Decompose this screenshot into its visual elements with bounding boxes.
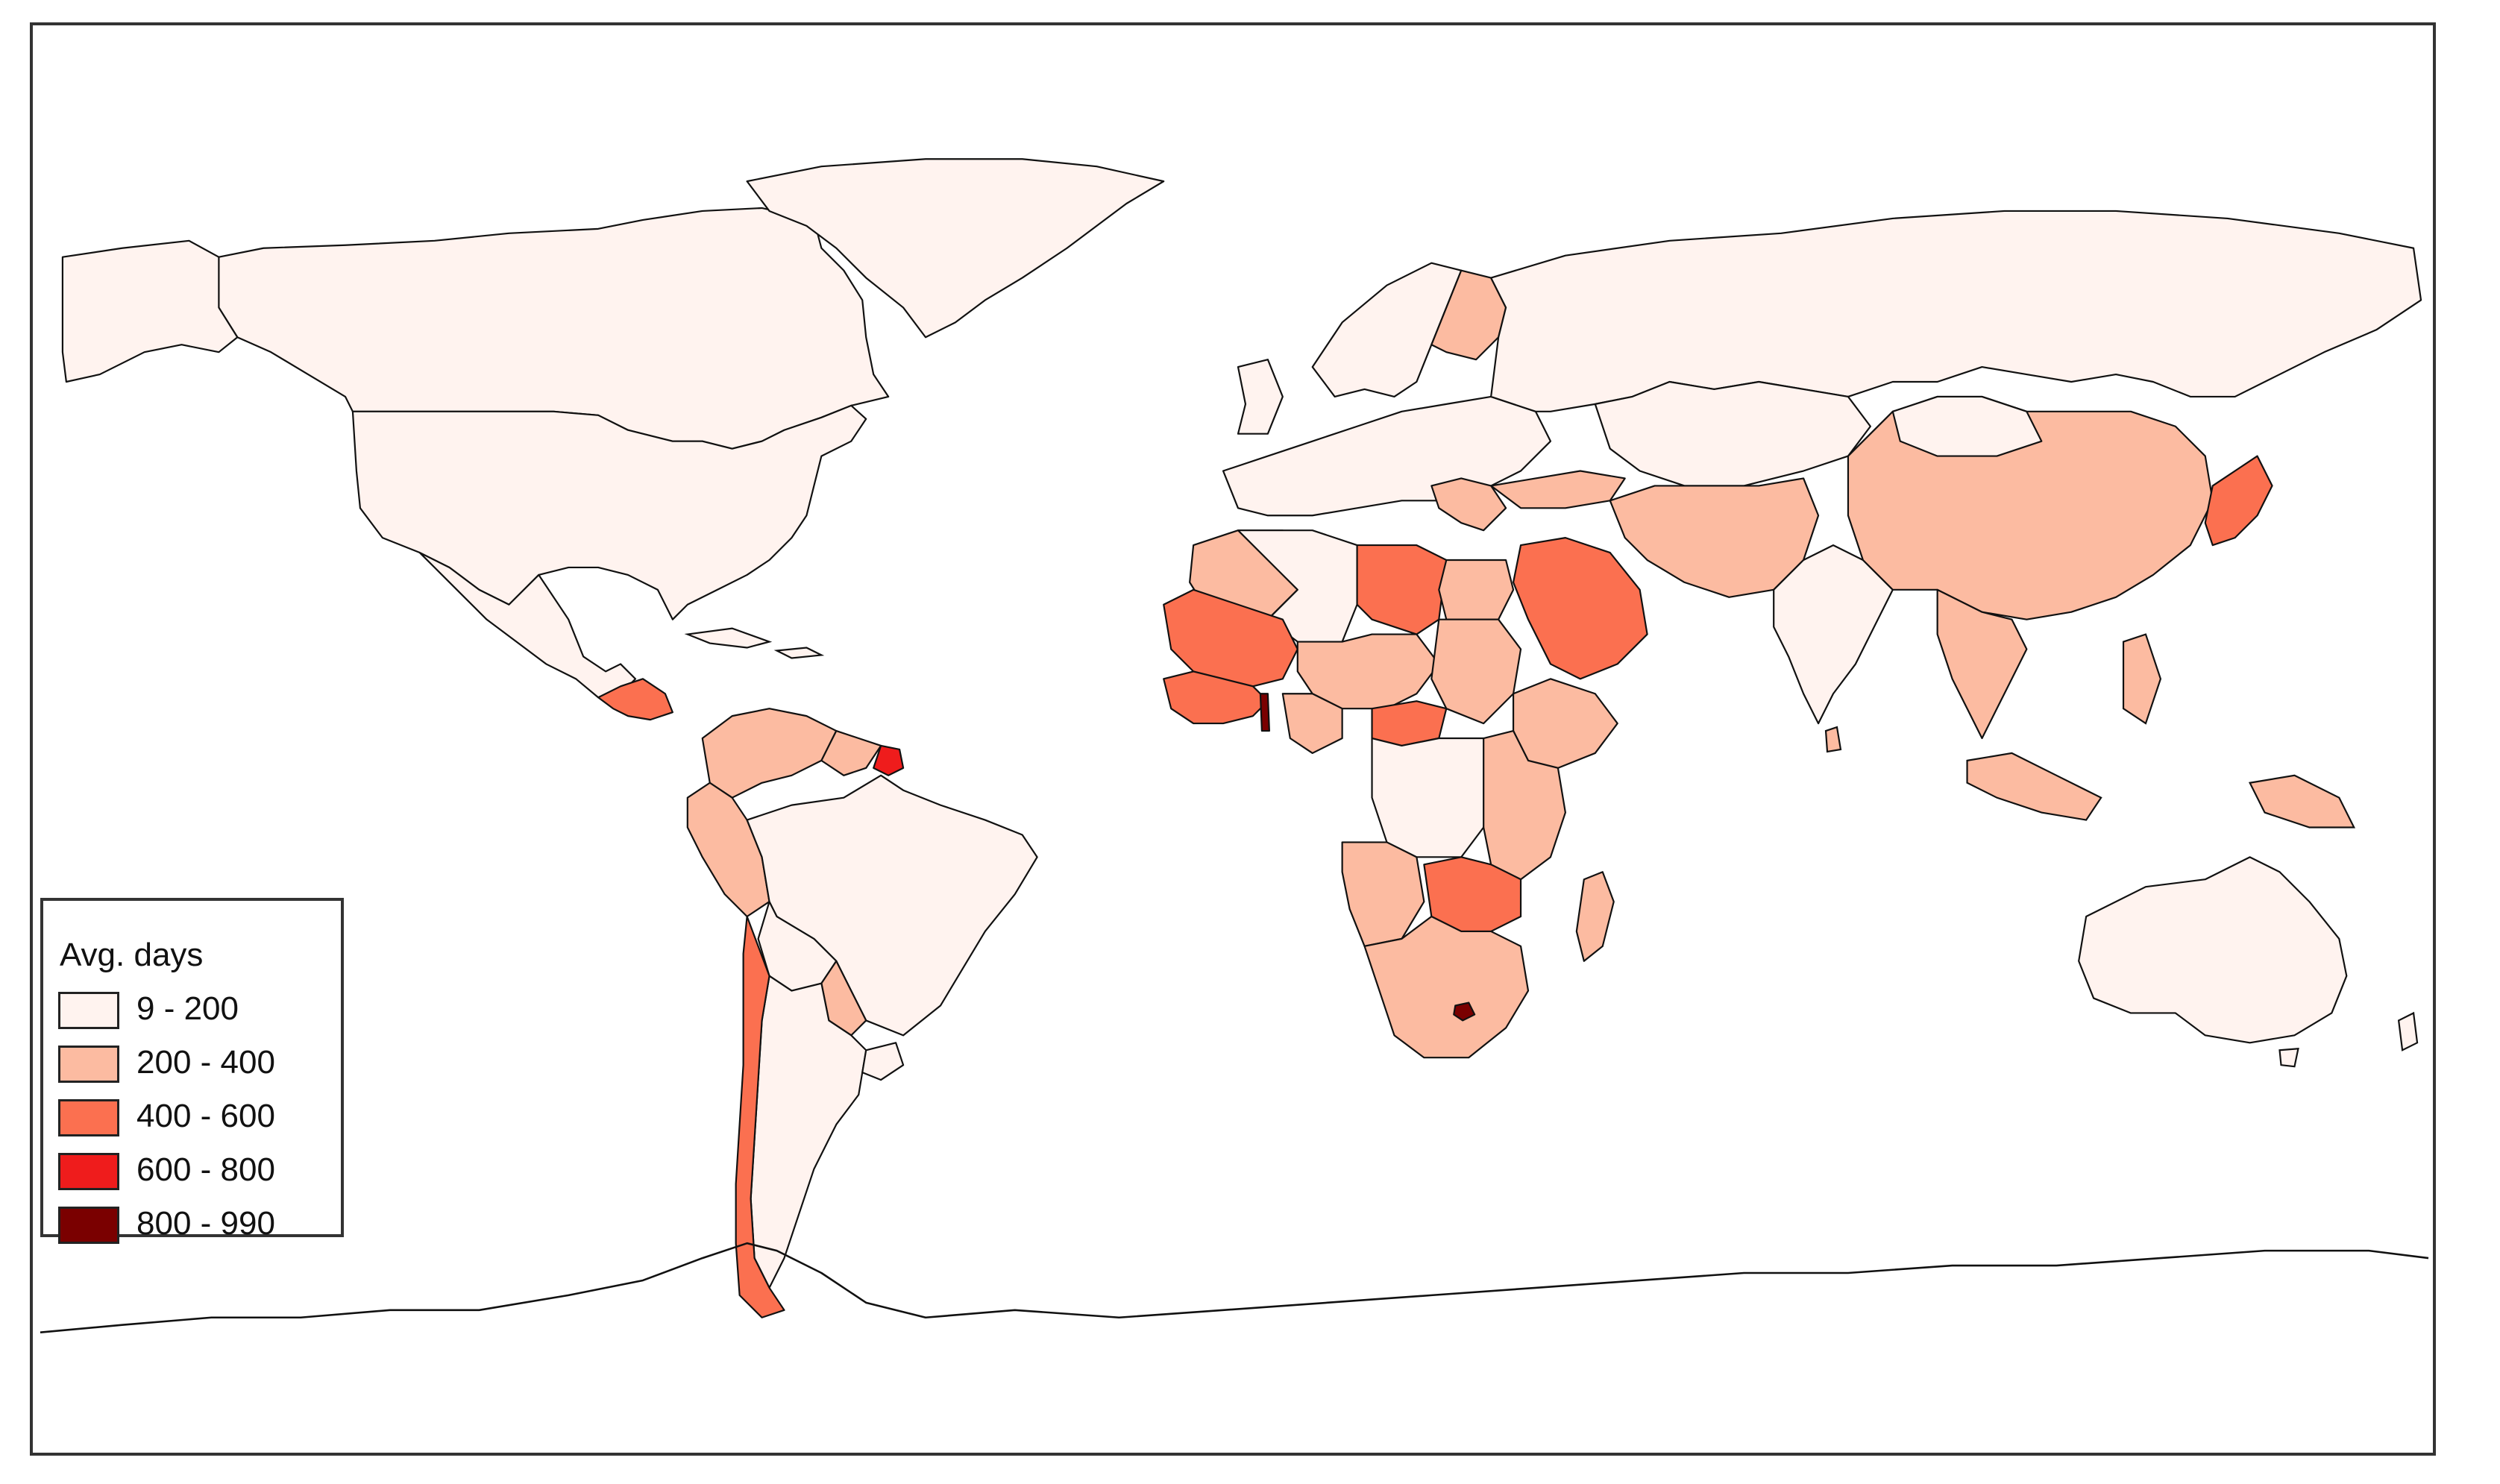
country-lesotho[interactable]: [1453, 1002, 1476, 1022]
country-guatemala-honduras[interactable]: [597, 678, 673, 721]
legend-swatch: [58, 1153, 119, 1190]
antarctica-coast: [40, 1242, 2429, 1333]
country-indonesia[interactable]: [1966, 752, 2102, 821]
legend-label: 400 - 600: [136, 1098, 275, 1134]
country-new-guinea[interactable]: [2248, 774, 2356, 829]
country-nigeria[interactable]: [1281, 693, 1343, 755]
country-mali-mauritania[interactable]: [1163, 588, 1298, 688]
country-colombia-venezuela[interactable]: [701, 708, 838, 799]
legend-swatch: [58, 992, 119, 1029]
country-uk[interactable]: [1237, 359, 1284, 435]
country-niger-chad[interactable]: [1296, 633, 1440, 710]
country-togo[interactable]: [1259, 693, 1270, 732]
country-ecuador-peru[interactable]: [686, 782, 770, 918]
country-madagascar[interactable]: [1575, 871, 1615, 962]
country-new-zealand[interactable]: [2397, 1011, 2419, 1051]
country-turkey[interactable]: [1490, 470, 1626, 509]
country-australia[interactable]: [2078, 856, 2348, 1044]
country-horn-of-africa[interactable]: [1512, 678, 1618, 769]
map-frame: [30, 22, 2436, 1456]
country-mexico[interactable]: [418, 551, 637, 699]
country-sri-lanka[interactable]: [1824, 726, 1842, 753]
country-libya[interactable]: [1356, 544, 1448, 635]
country-sudan[interactable]: [1430, 618, 1522, 725]
country-uruguay[interactable]: [861, 1042, 905, 1081]
legend-label: 200 - 400: [136, 1044, 275, 1081]
country-southeast-asia[interactable]: [1936, 588, 2028, 740]
country-balkans[interactable]: [1430, 477, 1507, 532]
country-egypt[interactable]: [1438, 559, 1515, 620]
legend-swatch: [58, 1099, 119, 1136]
legend-label: 9 - 200: [136, 990, 239, 1027]
country-japan[interactable]: [2204, 455, 2273, 547]
country-philippines[interactable]: [2122, 633, 2162, 725]
country-greenland[interactable]: [746, 158, 1165, 339]
country-tasmania[interactable]: [2278, 1048, 2299, 1068]
country-india[interactable]: [1773, 544, 1894, 725]
country-usa[interactable]: [351, 404, 867, 620]
legend-swatch: [58, 1207, 119, 1244]
country-southern-africa[interactable]: [1363, 915, 1530, 1059]
country-french-guiana[interactable]: [873, 744, 905, 776]
country-drc[interactable]: [1371, 737, 1492, 858]
country-kazakhstan-central-asia[interactable]: [1594, 380, 1871, 487]
country-saudi-arabia[interactable]: [1512, 537, 1648, 680]
legend-swatch: [58, 1046, 119, 1083]
map-legend: Avg. days 9 - 200 200 - 400 400 - 600 60…: [40, 898, 344, 1244]
country-hispaniola[interactable]: [773, 647, 825, 659]
country-east-africa[interactable]: [1483, 729, 1566, 881]
country-alaska[interactable]: [61, 239, 239, 383]
country-mongolia[interactable]: [1891, 395, 2043, 457]
country-guyana-suriname[interactable]: [820, 729, 882, 776]
country-russia[interactable]: [1490, 210, 2422, 412]
legend-title: Avg. days: [60, 937, 204, 973]
country-cuba[interactable]: [684, 627, 773, 649]
legend-label: 600 - 800: [136, 1151, 275, 1188]
world-map[interactable]: [33, 25, 2433, 1453]
legend-label: 800 - 990: [136, 1205, 275, 1242]
country-chile[interactable]: [735, 915, 785, 1318]
